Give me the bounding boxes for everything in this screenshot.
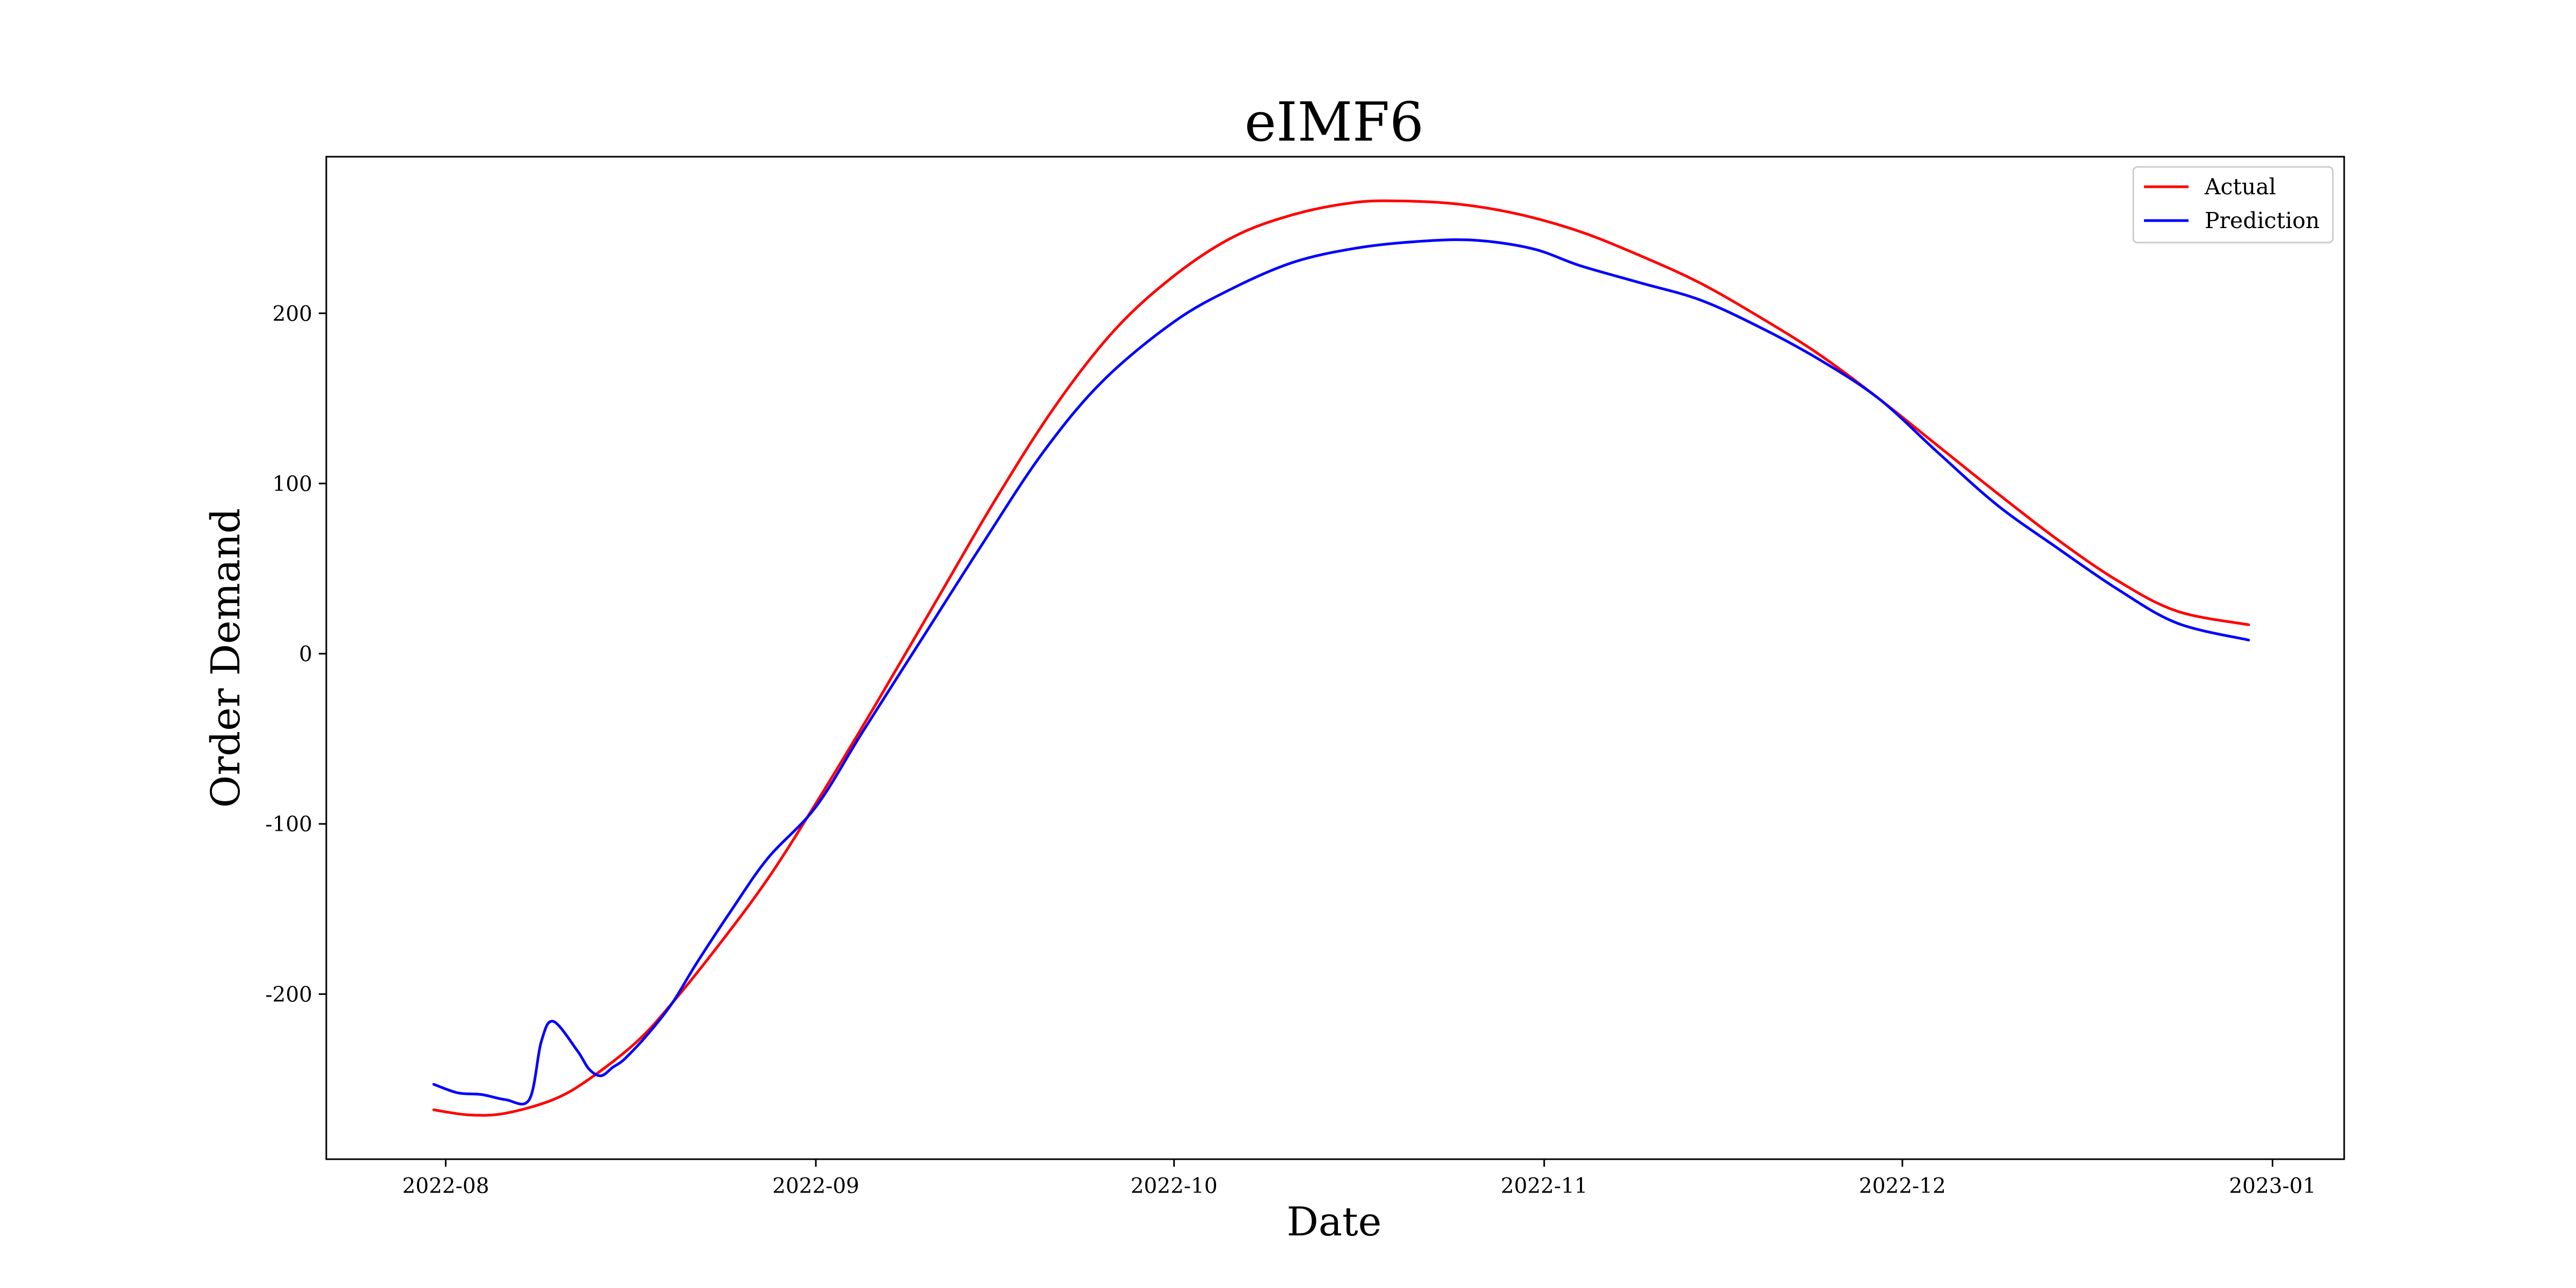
x-tick-label: 2022-11 (1501, 1174, 1587, 1198)
y-tick-label: -100 (265, 813, 312, 837)
x-axis-label: Date (1287, 1199, 1382, 1245)
series-line-prediction (432, 238, 2250, 1106)
x-tick-label: 2022-08 (402, 1174, 489, 1198)
chart-title: eIMF6 (1245, 91, 1424, 153)
x-tick-label: 2023-01 (2229, 1174, 2316, 1198)
plot-area: 2022-08 2022-09 2022-10 2022-11 2022-12 2023-… (265, 199, 2316, 1198)
plot-frame (325, 156, 2345, 1160)
series-line-actual (432, 199, 2250, 1117)
y-tick-label: 100 (273, 472, 312, 496)
y-tick-label: -200 (265, 983, 312, 1007)
y-tick-label: 200 (273, 302, 312, 326)
x-tick-label: 2022-10 (1131, 1174, 1218, 1198)
x-tick-label: 2022-12 (1859, 1174, 1946, 1198)
legend: Actual Prediction (2132, 166, 2334, 244)
x-tick-label: 2022-09 (772, 1174, 859, 1198)
legend-label-actual: Actual (2204, 174, 2276, 200)
y-tick-label: 0 (299, 642, 312, 667)
y-axis-label: Order Demand (203, 508, 249, 808)
legend-label-prediction: Prediction (2205, 208, 2319, 233)
